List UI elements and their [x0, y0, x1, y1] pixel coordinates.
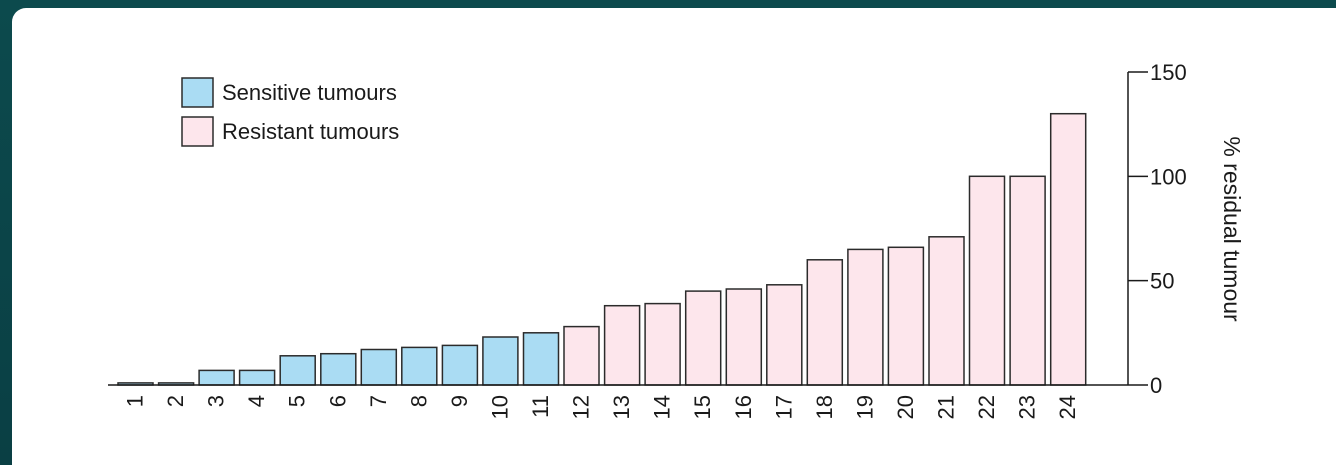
- bar-24: [1049, 112, 1087, 386]
- x-tick-label-1: 1: [123, 395, 148, 407]
- legend-label-sensitive: Sensitive tumours: [222, 80, 397, 105]
- x-tick-label-23: 23: [1015, 395, 1040, 419]
- legend-swatch-resistant: [181, 116, 214, 147]
- x-tick-label-5: 5: [285, 395, 310, 407]
- bar-10: [482, 336, 519, 386]
- x-tick-label-15: 15: [690, 395, 715, 419]
- bar-11: [522, 332, 560, 386]
- bar-16: [725, 288, 763, 386]
- x-tick-label-9: 9: [447, 395, 472, 407]
- x-tick-label-12: 12: [569, 395, 594, 419]
- x-tick-label-13: 13: [609, 395, 634, 419]
- x-tick-label-2: 2: [163, 395, 188, 407]
- y-tick-label-150: 150: [1150, 60, 1187, 85]
- x-tick-label-18: 18: [812, 395, 837, 419]
- bar-19: [847, 248, 884, 386]
- bar-7: [360, 348, 398, 386]
- x-tick-label-17: 17: [771, 395, 796, 419]
- x-tick-label-10: 10: [487, 395, 512, 419]
- legend-label-resistant: Resistant tumours: [222, 119, 399, 144]
- x-tick-label-4: 4: [244, 395, 269, 407]
- x-tick-label-6: 6: [325, 395, 350, 407]
- bar-12: [563, 325, 600, 386]
- legend-swatch-sensitive: [181, 77, 214, 108]
- bar-4: [238, 369, 276, 386]
- bar-15: [684, 290, 722, 386]
- x-tick-label-24: 24: [1055, 395, 1080, 419]
- bar-8: [401, 346, 438, 386]
- chart-panel: [12, 8, 1336, 465]
- x-tick-label-16: 16: [731, 395, 756, 419]
- y-tick-label-0: 0: [1150, 373, 1162, 398]
- x-tick-label-19: 19: [852, 395, 877, 419]
- bar-22: [968, 175, 1006, 386]
- bar-9: [441, 344, 479, 386]
- bar-21: [928, 236, 965, 386]
- x-tick-label-21: 21: [934, 395, 959, 419]
- bar-23: [1009, 175, 1046, 386]
- x-tick-label-11: 11: [528, 395, 553, 418]
- bar-6: [320, 352, 357, 386]
- x-tick-label-22: 22: [974, 395, 999, 419]
- bar-14: [644, 302, 681, 386]
- x-tick-label-8: 8: [406, 395, 431, 407]
- x-tick-label-14: 14: [650, 395, 675, 419]
- bar-20: [887, 246, 925, 386]
- bar-18: [806, 259, 844, 386]
- x-tick-label-3: 3: [204, 395, 229, 407]
- bar-13: [603, 304, 641, 386]
- y-tick-label-100: 100: [1150, 164, 1187, 189]
- y-tick-label-50: 50: [1150, 269, 1174, 294]
- bar-17: [766, 284, 803, 386]
- y-axis-label: % residual tumour: [1219, 136, 1245, 322]
- x-tick-label-7: 7: [366, 395, 391, 407]
- x-tick-label-20: 20: [893, 395, 918, 419]
- bar-5: [279, 355, 316, 386]
- bar-3: [198, 369, 235, 386]
